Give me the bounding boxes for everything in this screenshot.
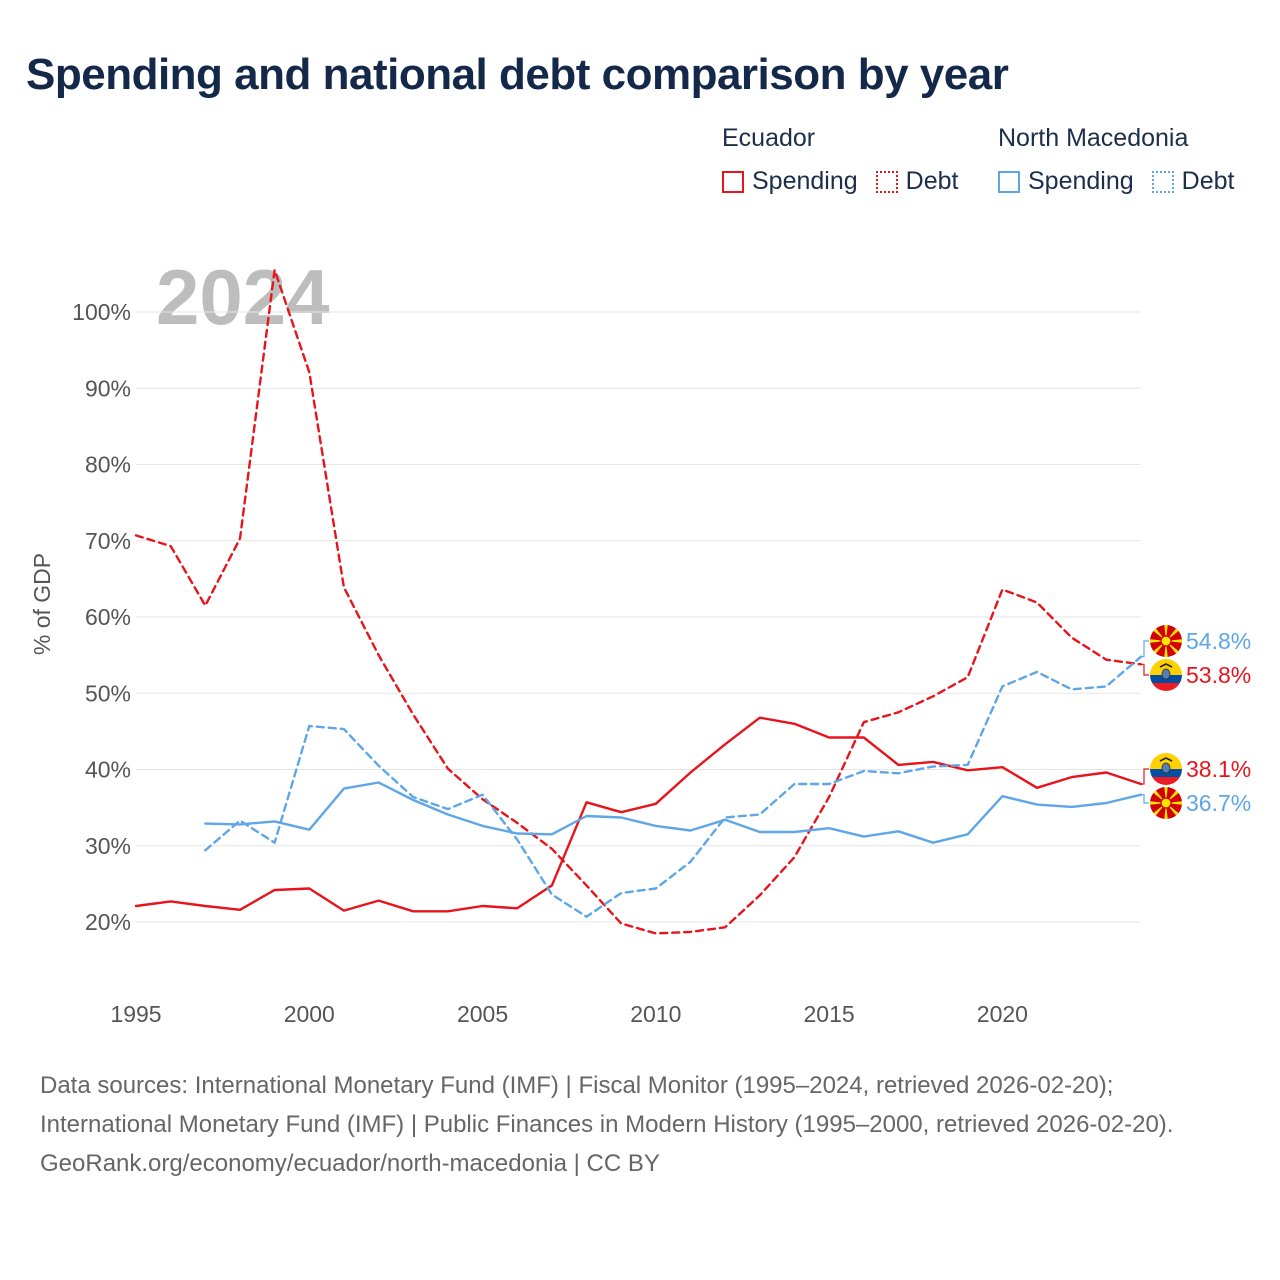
- north-macedonia-flag-icon: [1150, 787, 1182, 819]
- year-watermark: 2024: [156, 253, 330, 341]
- y-tick-label: 100%: [72, 299, 131, 325]
- flag-condor: [1159, 757, 1173, 762]
- legend-north-macedonia-debt[interactable]: Debt: [1151, 167, 1235, 196]
- solid-line-swatch-icon: [722, 170, 744, 193]
- legend-item-label: Spending: [1028, 167, 1134, 195]
- y-tick-label: 30%: [85, 833, 131, 859]
- legend-item-label: Debt: [905, 167, 959, 195]
- end-value-label: 53.8%: [1186, 662, 1251, 688]
- x-tick-label: 2000: [284, 1001, 335, 1027]
- ecuador-flag-icon: [1150, 753, 1182, 785]
- y-axis-label: % of GDP: [29, 553, 55, 655]
- end-label-connector: [1141, 768, 1149, 785]
- end-value-label: 54.8%: [1186, 628, 1251, 654]
- flag-sun-ray: [1166, 801, 1182, 805]
- series-line-ecuador-spending: [134, 716, 1143, 913]
- data-sources-text: Data sources: International Monetary Fun…: [40, 1072, 1174, 1138]
- series-line-north-macedonia-spending: [204, 781, 1143, 844]
- legend-group-north-macedonia: North Macedonia Spending Debt: [998, 124, 1234, 196]
- legend-group-ecuador: Ecuador Spending Debt: [722, 124, 976, 196]
- end-label-connector: [1141, 663, 1149, 676]
- y-tick-label: 70%: [85, 528, 131, 554]
- x-tick-label: 2015: [804, 1001, 855, 1027]
- flag-sun-ray: [1164, 641, 1168, 657]
- flag-emblem: [1161, 762, 1171, 774]
- legend-ecuador-debt[interactable]: Debt: [875, 167, 959, 196]
- series-line-north-macedonia-debt: [204, 655, 1143, 918]
- flag-stripe: [1150, 753, 1182, 769]
- legend-item-label: Debt: [1181, 167, 1235, 195]
- x-tick-label: 2010: [630, 1001, 681, 1027]
- flag-condor: [1159, 663, 1173, 668]
- x-tick-label: 1995: [110, 1001, 161, 1027]
- end-label-connector: [1141, 640, 1149, 658]
- end-value-label: 36.7%: [1186, 790, 1251, 816]
- y-tick-label: 20%: [85, 909, 131, 935]
- flag-sun-ray: [1164, 625, 1168, 641]
- y-tick-label: 40%: [85, 757, 131, 783]
- flag-sun: [1160, 797, 1172, 809]
- end-value-label: 38.1%: [1186, 756, 1251, 782]
- flag-stripe: [1150, 683, 1182, 691]
- y-tick-label: 50%: [85, 680, 131, 706]
- flag-stripe: [1150, 659, 1182, 675]
- x-tick-label: 2005: [457, 1001, 508, 1027]
- y-tick-label: 60%: [85, 604, 131, 630]
- line-chart: 2024 20% 30% 40% 50% 60% 70% 80% 90% 100% 1995 2000…: [29, 253, 1251, 1027]
- flag-sun-ray: [1164, 803, 1168, 819]
- flag-sun-ray: [1166, 639, 1182, 643]
- y-tick-label: 80%: [85, 452, 131, 478]
- chart-title: Spending and national debt comparison by…: [26, 50, 1009, 99]
- flag-sun-ray: [1150, 639, 1166, 643]
- credit-link[interactable]: GeoRank.org/economy/ecuador/north-macedo…: [40, 1150, 660, 1177]
- end-label-connector: [1141, 794, 1149, 804]
- ecuador-flag-icon: [1150, 659, 1182, 691]
- flag-sun: [1160, 635, 1172, 647]
- legend-item-label: Spending: [752, 167, 858, 195]
- north-macedonia-flag-icon: [1150, 625, 1182, 657]
- legend-group-name: Ecuador: [722, 124, 816, 152]
- flag-sun-ray: [1150, 801, 1166, 805]
- footer: Data sources: International Monetary Fun…: [40, 1066, 1240, 1183]
- legend-north-macedonia-spending[interactable]: Spending: [998, 167, 1134, 196]
- solid-line-swatch-icon: [998, 170, 1020, 193]
- dashed-line-swatch-icon: [875, 170, 898, 193]
- legend-ecuador-spending[interactable]: Spending: [722, 167, 858, 196]
- flag-emblem: [1161, 668, 1171, 680]
- flag-sun-ray: [1164, 787, 1168, 803]
- series-line-ecuador-debt: [134, 268, 1143, 935]
- flag-stripe: [1150, 777, 1182, 785]
- x-tick-label: 2020: [977, 1001, 1028, 1027]
- legend-group-name: North Macedonia: [998, 124, 1189, 152]
- dashed-line-swatch-icon: [1151, 170, 1174, 193]
- y-tick-label: 90%: [85, 375, 131, 401]
